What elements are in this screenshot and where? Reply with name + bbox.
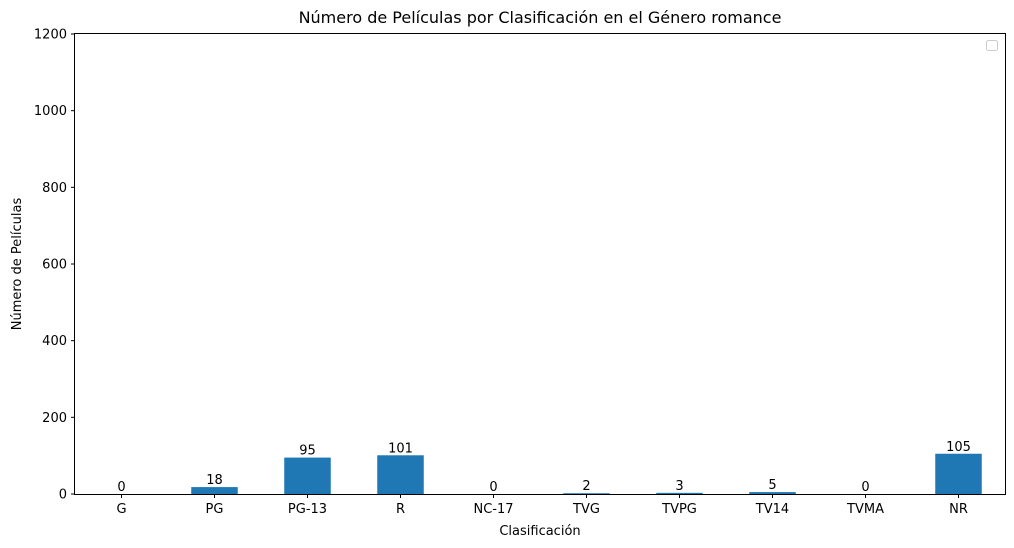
bar-tvg [563, 493, 610, 494]
bar-value-label: 95 [299, 444, 316, 459]
chart-title: Número de Películas por Clasificación en… [299, 8, 782, 27]
bar-value-label: 18 [206, 473, 223, 488]
x-tick-label: PG [206, 502, 224, 517]
bar-value-label: 0 [489, 480, 497, 495]
bars-group [191, 453, 982, 494]
x-tick-label: G [116, 502, 126, 517]
y-tick-label: 1200 [34, 28, 67, 43]
x-tick-label: R [396, 502, 405, 517]
x-tick-label: TV14 [755, 502, 789, 517]
x-tick-label: NR [949, 502, 968, 517]
x-tick-label: NC-17 [473, 502, 513, 517]
bar-value-label: 0 [861, 480, 869, 495]
bar-tv14 [749, 492, 796, 494]
y-tick-label: 800 [42, 181, 67, 196]
x-tick-label: TVG [572, 502, 600, 517]
bar-nr [935, 453, 982, 494]
y-axis-ticks: 0 200 400 600 800 1000 1200 [34, 28, 75, 503]
bar-value-label: 5 [768, 478, 776, 493]
bar-value-label: 101 [388, 441, 413, 456]
legend-box [986, 40, 998, 51]
bar-labels-group: 0 18 95 101 0 2 3 5 0 105 [117, 440, 971, 495]
y-axis-title: Número de Películas [10, 198, 25, 331]
y-tick-label: 400 [42, 334, 67, 349]
bar-tvpg [656, 492, 703, 494]
y-tick-label: 0 [59, 488, 67, 503]
x-tick-label: TVPG [661, 502, 697, 517]
plot-area-frame [74, 33, 1006, 495]
x-axis-title: Clasificación [499, 524, 580, 539]
x-axis-ticks: G PG PG-13 R NC-17 TVG TVPG TV14 TVMA NR [116, 494, 968, 517]
bar-r [377, 455, 424, 494]
y-tick-label: 600 [42, 258, 67, 273]
x-tick-label: PG-13 [288, 502, 327, 517]
bar-value-label: 0 [117, 480, 125, 495]
y-tick-label: 200 [42, 411, 67, 426]
y-tick-label: 1000 [34, 104, 67, 119]
bar-pg [191, 487, 238, 494]
bar-value-label: 2 [582, 479, 590, 494]
bar-value-label: 3 [675, 479, 683, 494]
bar-value-label: 105 [946, 440, 971, 455]
bar-pg-13 [284, 457, 331, 494]
x-tick-label: TVMA [846, 502, 884, 517]
